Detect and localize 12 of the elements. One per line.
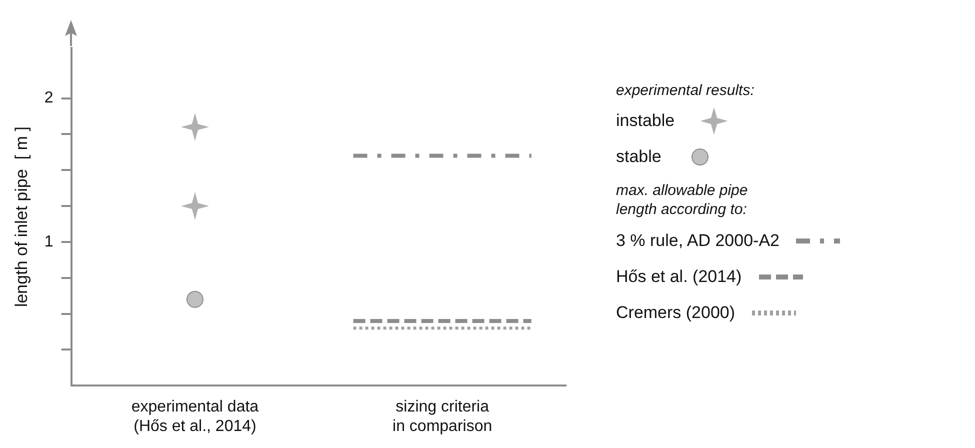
- y-tick-label: 2: [44, 90, 54, 107]
- x-tick-label: experimental data (Hős et al., 2014): [131, 398, 259, 435]
- x-tick-label: sizing criteria in comparison: [392, 398, 492, 435]
- y-axis-title: length of inlet pipe [ m ]: [12, 126, 31, 308]
- legend-label: Hős et al. (2014): [616, 267, 742, 287]
- legend-label: stable: [616, 147, 662, 167]
- legend-label: 3 % rule, AD 2000-A2: [616, 231, 780, 251]
- y-tick-label: 1: [44, 233, 54, 250]
- text: max. allowable pipe length according to:: [616, 181, 749, 219]
- legend-label: instable: [616, 111, 675, 131]
- legend-title: experimental results:: [616, 82, 756, 99]
- legend-label: Cremers (2000): [616, 303, 736, 323]
